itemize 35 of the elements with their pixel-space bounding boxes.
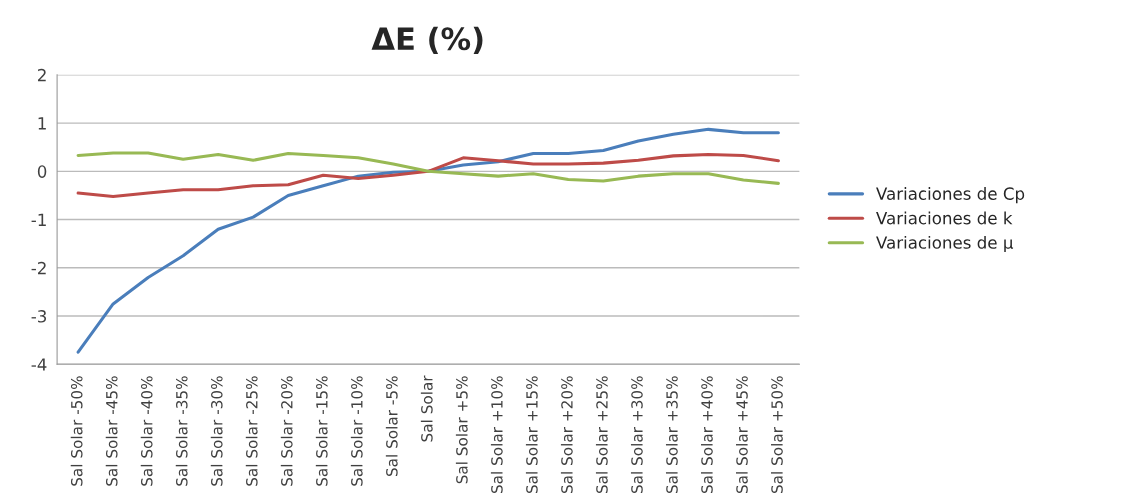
chart-title: ΔE (%) [371, 26, 483, 54]
y-tick-label: 1 [38, 117, 46, 130]
y-tick-label: -4 [31, 358, 47, 371]
x-tick-label: Sal Solar -15% [315, 376, 328, 486]
x-tick-label: Sal Solar +15% [525, 376, 538, 494]
x-tick-label: Sal Solar -45% [105, 376, 118, 486]
x-tick-label: Sal Solar [420, 375, 433, 442]
legend-label: Variaciones de μ [876, 235, 1014, 253]
x-tick-label: Sal Solar -25% [245, 376, 258, 486]
y-tick-label: -1 [31, 213, 46, 226]
legend-label: Variaciones de k [876, 211, 1013, 225]
x-tick-label: Sal Solar -5% [385, 376, 398, 477]
x-tick-label: Sal Solar +50% [771, 376, 783, 494]
line-series [76, 152, 780, 198]
x-tick-label: Sal Solar +20% [560, 376, 573, 494]
line-series [76, 127, 780, 354]
x-tick-label: Sal Solar +30% [630, 376, 643, 494]
x-tick-label: Sal Solar -50% [70, 376, 83, 486]
x-tick-label: Sal Solar -10% [350, 376, 363, 486]
y-tick-label: 0 [37, 165, 47, 178]
y-tick-label: -2 [31, 261, 46, 275]
x-tick-label: Sal Solar -35% [175, 376, 188, 486]
legend-label: Variaciones de Cp [876, 187, 1025, 204]
x-tick-label: Sal Solar -40% [140, 376, 153, 486]
line-series [76, 151, 780, 185]
x-tick-label: Sal Solar +35% [665, 376, 678, 494]
y-tick-label: 2 [37, 68, 46, 82]
x-tick-label: Sal Solar +40% [700, 376, 713, 494]
x-tick-label: Sal Solar -20% [280, 376, 293, 486]
x-tick-label: Sal Solar +45% [735, 376, 748, 494]
y-tick-label: -3 [31, 310, 47, 323]
x-tick-label: Sal Solar +25% [595, 376, 608, 494]
x-tick-label: Sal Solar +10% [490, 376, 503, 494]
x-tick-label: Sal Solar -30% [210, 376, 223, 486]
x-tick-label: Sal Solar +5% [455, 376, 468, 484]
